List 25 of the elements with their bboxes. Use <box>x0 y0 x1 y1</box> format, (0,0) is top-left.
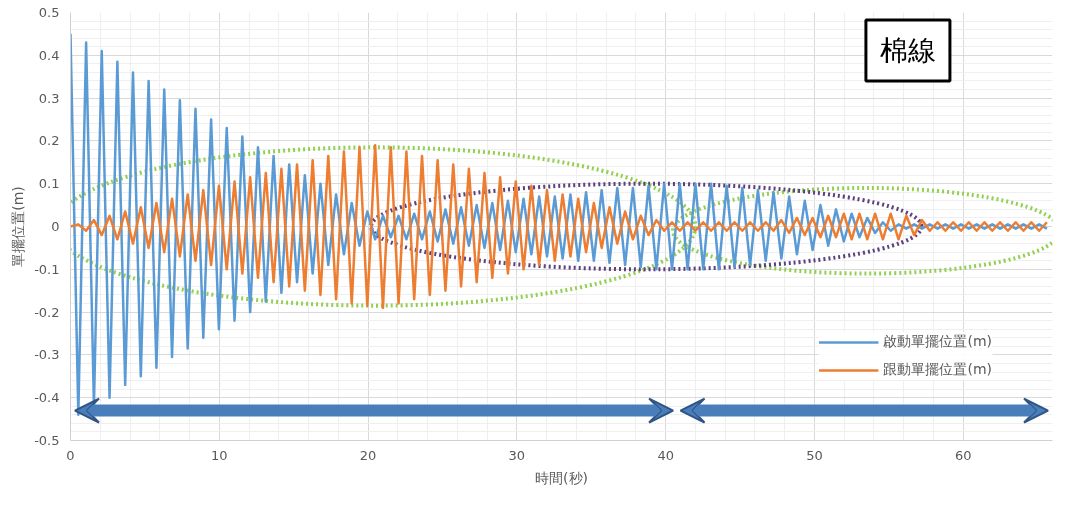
y-tick-label: 0.5 <box>38 5 60 20</box>
x-tick-label: 50 <box>806 447 823 463</box>
x-tick-label: 40 <box>657 447 674 463</box>
x-tick-label: 0 <box>66 447 75 463</box>
x-axis-title: 時間(秒) <box>535 469 588 486</box>
annotation: 棉線 <box>879 33 936 67</box>
y-tick-label: 0.4 <box>38 47 60 63</box>
x-tick-label: 10 <box>211 447 228 463</box>
y-tick-label: -0.1 <box>34 261 60 277</box>
line-series <box>70 143 1049 310</box>
line-series <box>70 32 1049 417</box>
legend-label: 跟動單擺位置(m) <box>883 361 992 379</box>
y-tick-label: 0.2 <box>38 133 60 149</box>
y-tick-label: -0.5 <box>34 433 60 448</box>
y-tick-label: 0 <box>51 219 60 234</box>
y-tick-label: -0.4 <box>34 390 60 406</box>
x-tick-label: 60 <box>954 447 972 463</box>
legend-label: 啟動單擺位置(m) <box>883 333 992 351</box>
y-tick-label: 0.3 <box>38 90 60 106</box>
y-tick-label: 0.1 <box>38 176 60 192</box>
y-axis-title: 單擺位置(m) <box>10 186 27 267</box>
x-tick-label: 30 <box>508 447 526 463</box>
y-tick-label: -0.2 <box>34 304 60 320</box>
y-tick-label: -0.3 <box>34 347 60 363</box>
x-tick-label: 20 <box>359 447 377 463</box>
